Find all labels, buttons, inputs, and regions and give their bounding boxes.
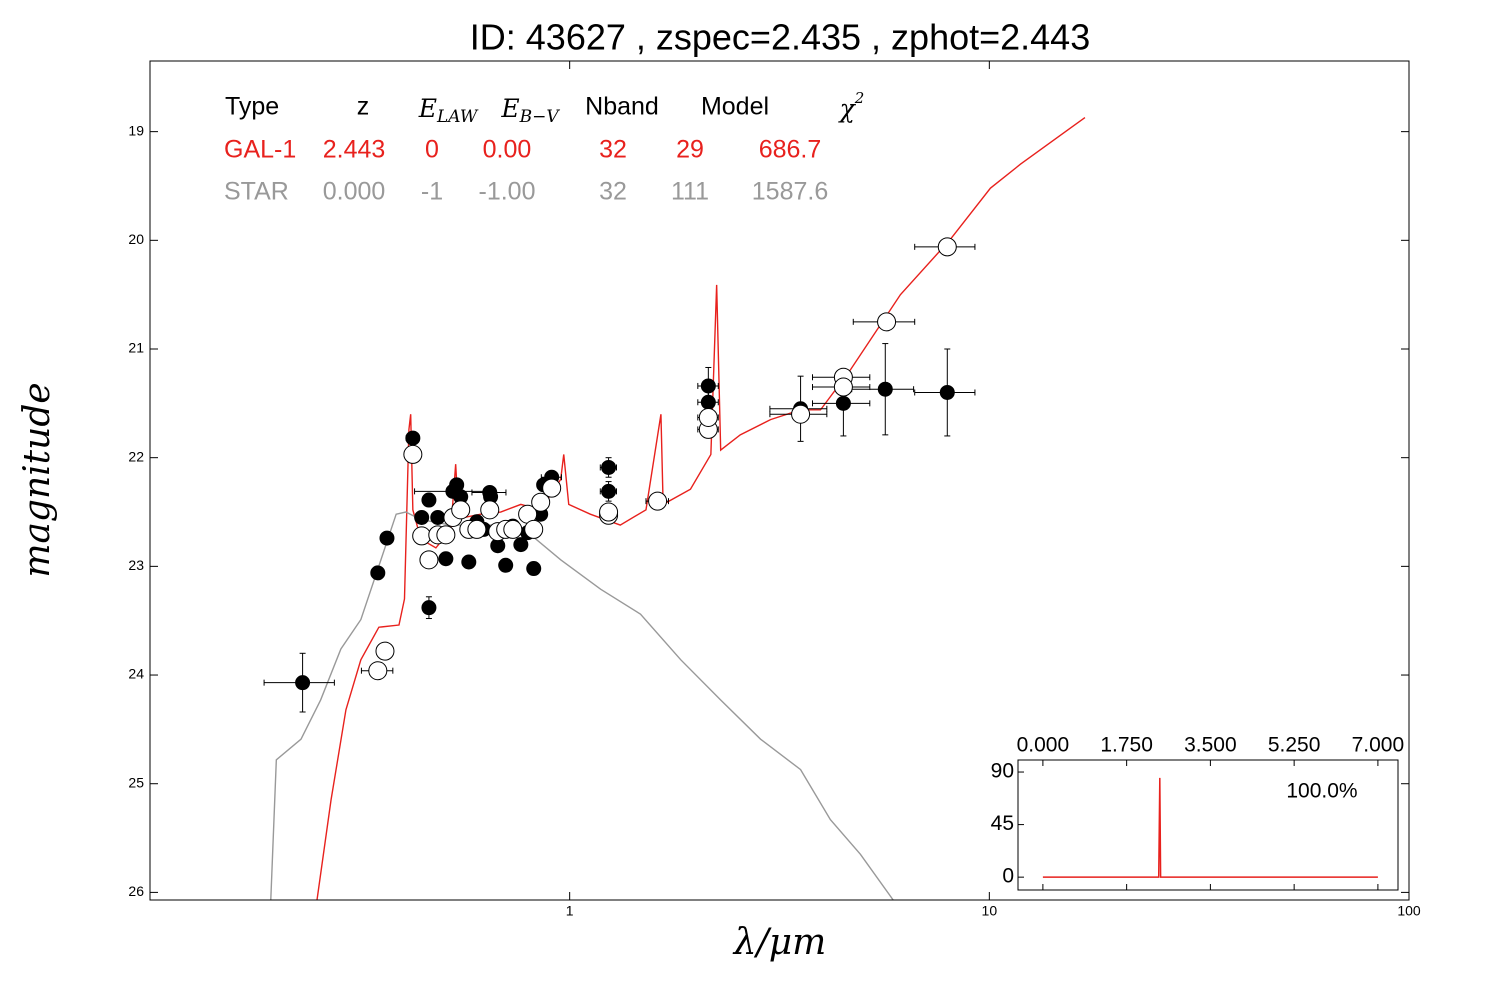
data-point [430, 509, 446, 525]
y-axis-label: magnitude [17, 382, 58, 577]
chart-title: ID: 43627 , zspec=2.435 , zphot=2.443 [470, 17, 1090, 58]
data-point [421, 600, 437, 616]
data-point [412, 526, 432, 546]
table-cell: 32 [599, 178, 627, 206]
data-point [542, 478, 562, 498]
y-tick-label: 20 [128, 231, 144, 247]
data-point [513, 537, 529, 553]
inset-x-tick-label: 7.000 [1352, 734, 1405, 757]
y-tick-label: 21 [128, 340, 144, 356]
table-cell: 2.443 [323, 136, 386, 164]
header-superscript: 2 [854, 89, 865, 107]
data-point [498, 557, 514, 573]
x-tick-label: 100 [1397, 903, 1421, 919]
table-header: Type [225, 93, 279, 121]
table-cell: 0 [425, 136, 439, 164]
data-point [833, 377, 853, 397]
table-cell: 1587.6 [752, 178, 828, 206]
inset-x-tick-label: 5.250 [1268, 734, 1321, 757]
data-point [791, 404, 811, 424]
x-tick-label: 10 [982, 903, 998, 919]
table-cell: -1 [421, 178, 443, 206]
table-header: EB−V [500, 94, 560, 127]
pdz-curve [1042, 777, 1378, 878]
data-point [700, 378, 716, 394]
data-point [524, 519, 544, 539]
header-symbol: χ [838, 94, 857, 123]
inset-y-tick-label: 45 [991, 812, 1014, 835]
table-cell: 0.00 [483, 136, 532, 164]
table-header: z [357, 93, 370, 121]
table-cell: 32 [599, 136, 627, 164]
table-cell: -1.00 [479, 178, 536, 206]
data-point [877, 381, 893, 397]
data-point [877, 312, 897, 332]
data-point [438, 551, 454, 567]
inset-frame [1017, 759, 1399, 891]
data-point [403, 444, 423, 464]
inset-annotation: 100.0% [1286, 780, 1357, 803]
data-point [370, 565, 386, 581]
table-cell: 29 [676, 136, 704, 164]
data-point [405, 430, 421, 446]
table-cell: GAL-1 [224, 136, 296, 164]
y-tick-label: 25 [128, 774, 144, 790]
header-subscript: LAW [436, 107, 479, 127]
plot-frame [149, 60, 1410, 901]
x-tick-label: 1 [566, 903, 574, 919]
table-cell: 686.7 [759, 136, 822, 164]
inset-y-tick-label: 90 [991, 760, 1014, 783]
y-tick-label: 26 [128, 883, 144, 899]
y-tick-label: 23 [128, 557, 144, 573]
data-point [835, 395, 851, 411]
data-point [531, 492, 551, 512]
table-header: χ2 [838, 89, 865, 123]
x-axis-label: λ/μm [732, 922, 826, 963]
table-cell: 111 [671, 178, 709, 206]
header-symbol: E [500, 94, 519, 123]
y-tick-label: 22 [128, 448, 144, 464]
data-point [419, 550, 439, 570]
data-point [467, 519, 487, 539]
table-cell: STAR [224, 178, 289, 206]
inset-chart: 0.000 1.750 3.500 5.250 7.000 0 45 90 100.0% [991, 734, 1405, 890]
photometry [263, 237, 976, 713]
inset-y-tick-label: 0 [1002, 865, 1014, 888]
data-point [461, 554, 477, 570]
data-point [436, 525, 456, 545]
data-point [295, 675, 311, 691]
data-point [648, 491, 668, 511]
table-header: Nband [585, 93, 659, 121]
data-point [937, 237, 957, 257]
data-point [601, 483, 617, 499]
data-point [698, 407, 718, 427]
data-point [700, 394, 716, 410]
data-point [601, 459, 617, 475]
data-point [368, 661, 388, 681]
table-header: Model [701, 93, 769, 121]
data-point [414, 509, 430, 525]
data-point [526, 561, 542, 577]
data-point [375, 641, 395, 661]
inset-x-tick-label: 3.500 [1184, 734, 1237, 757]
table-cell: 0.000 [323, 178, 386, 206]
inset-x-tick-label: 1.750 [1100, 734, 1153, 757]
inset-x-tick-label: 0.000 [1017, 734, 1070, 757]
table-header: ELAW [418, 94, 479, 127]
header-subscript: B−V [519, 107, 561, 127]
data-point [939, 384, 955, 400]
header-symbol: E [418, 94, 437, 123]
y-tick-label: 19 [128, 122, 144, 138]
data-point [480, 500, 500, 520]
data-point [503, 519, 523, 539]
data-point [421, 492, 437, 508]
data-point [451, 500, 471, 520]
y-tick-label: 24 [128, 666, 144, 682]
data-point [379, 530, 395, 546]
data-point [599, 502, 619, 522]
